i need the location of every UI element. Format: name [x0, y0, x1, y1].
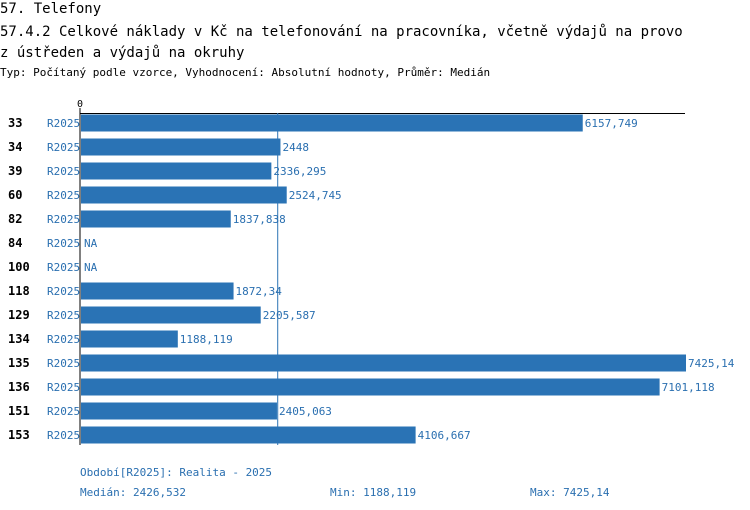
row-id-label: 151 — [8, 404, 30, 418]
bar — [81, 162, 272, 180]
row-id-label: 82 — [8, 212, 22, 226]
bar — [81, 210, 231, 228]
row-id-label: 135 — [8, 356, 30, 370]
bar — [81, 426, 416, 444]
bar — [81, 378, 660, 396]
row-period-label: R2025 — [47, 405, 80, 418]
max-stat: Max: 7425,14 — [530, 486, 610, 499]
row-period-label: R2025 — [47, 333, 80, 346]
bar-value-label: 7425,14 — [688, 357, 735, 370]
bar-value-label: 6157,749 — [585, 117, 638, 130]
row-id-label: 39 — [8, 164, 22, 178]
row-id-label: 33 — [8, 116, 22, 130]
bar — [81, 282, 234, 300]
row-period-label: R2025 — [47, 357, 80, 370]
row-period-label: R2025 — [47, 165, 80, 178]
chart-title-line2: z ústředen a výdajů na okruhy — [0, 45, 245, 61]
bar-value-label: 1872,34 — [236, 285, 283, 298]
min-stat: Min: 1188,119 — [330, 486, 417, 499]
row-id-label: 136 — [8, 380, 30, 394]
row-id-label: 134 — [8, 332, 30, 346]
bar-value-label: 4106,667 — [418, 429, 471, 442]
bar-value-label: 1188,119 — [180, 333, 233, 346]
row-period-label: R2025 — [47, 381, 80, 394]
period-note: Období[R2025]: Realita - 2025 — [80, 466, 273, 479]
row-id-label: 34 — [8, 140, 22, 154]
bar — [81, 114, 583, 132]
row-id-label: 153 — [8, 428, 30, 442]
row-id-label: 129 — [8, 308, 30, 322]
row-period-label: R2025 — [47, 309, 80, 322]
bar-value-label: 2205,587 — [263, 309, 316, 322]
row-period-label: R2025 — [47, 213, 80, 226]
bar — [81, 354, 686, 372]
chart-title: 57.4.2 Celkové náklady v Kč na telefonov… — [0, 22, 750, 64]
bar — [81, 186, 287, 204]
bar-value-label: NA — [84, 237, 98, 250]
row-period-label: R2025 — [47, 141, 80, 154]
bar-value-label: 2524,745 — [289, 189, 342, 202]
bar — [81, 402, 277, 420]
bar-value-label: 7101,118 — [662, 381, 715, 394]
row-id-label: 84 — [8, 236, 22, 250]
row-period-label: R2025 — [47, 237, 80, 250]
row-period-label: R2025 — [47, 189, 80, 202]
row-id-label: 100 — [8, 260, 30, 274]
bar-value-label: 2405,063 — [279, 405, 332, 418]
bar-value-label: NA — [84, 261, 98, 274]
bar — [81, 330, 178, 348]
row-period-label: R2025 — [47, 285, 80, 298]
row-id-label: 60 — [8, 188, 22, 202]
median-stat: Medián: 2426,532 — [80, 486, 186, 499]
chart-title-line1: 57.4.2 Celkové náklady v Kč na telefonov… — [0, 24, 683, 40]
bar — [81, 138, 281, 156]
bar-value-label: 1837,838 — [233, 213, 286, 226]
row-period-label: R2025 — [47, 117, 80, 130]
bar — [81, 306, 261, 324]
row-period-label: R2025 — [47, 429, 80, 442]
bar-value-label: 2448 — [282, 141, 309, 154]
row-period-label: R2025 — [47, 261, 80, 274]
chart-meta: Typ: Počítaný podle vzorce, Vyhodnocení:… — [0, 66, 491, 79]
bar-value-label: 2336,295 — [273, 165, 326, 178]
axis-zero-label: 0 — [77, 99, 83, 110]
row-id-label: 118 — [8, 284, 30, 298]
chart-section-title: 57. Telefony — [0, 1, 102, 17]
